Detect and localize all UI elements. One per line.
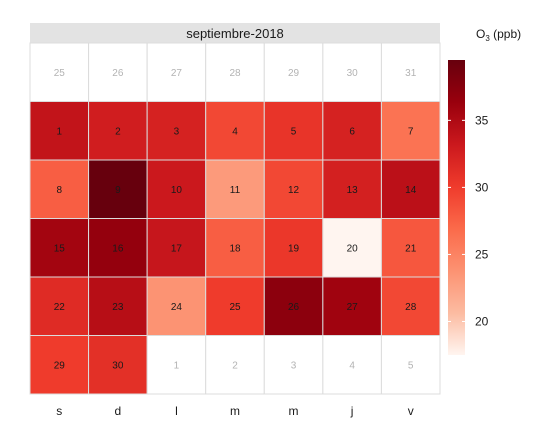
day-label: 27 [171, 68, 183, 79]
day-cell [88, 335, 148, 395]
day-label: 16 [112, 243, 124, 254]
day-cell [146, 335, 207, 395]
day-label: 26 [288, 302, 300, 313]
day-label: 18 [229, 243, 241, 254]
strip-background [30, 23, 440, 43]
strip-title: septiembre-2018 [186, 26, 284, 41]
legend-ticks: 20 25 30 35 [448, 113, 489, 328]
legend-colorbar [448, 60, 465, 355]
day-cell [263, 276, 324, 336]
day-label: 25 [229, 302, 241, 313]
day-cell [322, 218, 382, 278]
calendar-panel: septiembre-2018 25 26 27 28 29 30 311 2 3 4 5 6 78 9 1… [29, 23, 441, 418]
day-label: 8 [56, 185, 62, 196]
day-label: 5 [291, 126, 297, 137]
weekday-label: l [175, 404, 178, 418]
day-cell [29, 335, 90, 395]
day-label: 2 [232, 360, 238, 371]
day-cell [146, 218, 207, 278]
legend-title-unit: (ppb) [490, 27, 521, 41]
weekday-label: d [115, 404, 122, 418]
day-label: 9 [115, 185, 121, 196]
day-cell [380, 42, 441, 102]
legend-title-main: O [476, 27, 485, 41]
day-cell [263, 101, 324, 161]
day-label: 4 [349, 360, 355, 371]
day-label: 3 [291, 360, 297, 371]
day-cell [205, 276, 265, 336]
day-label: 6 [349, 126, 355, 137]
day-label: 25 [54, 68, 66, 79]
day-cell [380, 101, 441, 161]
day-cell [146, 276, 207, 336]
day-cell [29, 159, 90, 219]
day-label: 1 [56, 126, 62, 137]
legend-title: O3 (ppb) [476, 27, 521, 43]
day-label: 5 [408, 360, 414, 371]
day-label: 28 [405, 302, 417, 313]
legend-tick-label: 30 [475, 180, 489, 194]
day-label: 31 [405, 68, 417, 79]
color-legend: O3 (ppb) 20 25 30 35 [448, 27, 521, 355]
weekday-label: m [289, 404, 299, 418]
weekday-label: v [408, 404, 414, 418]
day-cell [380, 159, 441, 219]
legend-tick-label: 35 [475, 113, 489, 127]
day-label: 27 [347, 302, 359, 313]
day-label: 29 [54, 360, 66, 371]
day-cell [205, 101, 265, 161]
day-cell [29, 218, 90, 278]
legend-title-sub: 3 [485, 34, 490, 43]
legend-tick-label: 25 [475, 247, 489, 261]
day-cell [380, 276, 441, 336]
day-cell [263, 159, 324, 219]
day-cell [29, 101, 90, 161]
day-cell [380, 335, 441, 395]
day-cell [322, 276, 382, 336]
day-label: 30 [347, 68, 359, 79]
day-label: 11 [230, 185, 241, 196]
day-label: 13 [347, 185, 359, 196]
day-label: 10 [171, 185, 183, 196]
day-cell [322, 42, 382, 102]
day-label: 2 [115, 126, 121, 137]
day-label: 26 [112, 68, 124, 79]
weekday-label: s [56, 404, 62, 418]
day-label: 22 [54, 302, 66, 313]
day-label: 23 [112, 302, 124, 313]
day-label: 20 [347, 243, 359, 254]
day-label: 14 [405, 185, 417, 196]
day-cell [88, 101, 148, 161]
day-label: 24 [171, 302, 183, 313]
day-cell [205, 159, 265, 219]
day-label: 29 [288, 68, 300, 79]
day-cell [205, 218, 265, 278]
day-label: 7 [408, 126, 414, 137]
day-label: 1 [174, 360, 180, 371]
day-cell [322, 101, 382, 161]
day-cell [29, 276, 90, 336]
day-label: 15 [54, 243, 66, 254]
day-label: 30 [112, 360, 124, 371]
weekday-label: j [350, 404, 354, 418]
day-cell [380, 218, 441, 278]
day-cell [205, 335, 265, 395]
day-cell [322, 335, 382, 395]
day-label: 21 [405, 243, 417, 254]
legend-tick-label: 20 [475, 314, 489, 328]
day-cell [263, 42, 324, 102]
day-label: 3 [174, 126, 180, 137]
day-label: 28 [229, 68, 241, 79]
day-label: 12 [288, 185, 300, 196]
day-label: 17 [171, 243, 183, 254]
day-label: 4 [232, 126, 238, 137]
weekday-label: m [230, 404, 240, 418]
day-label: 19 [288, 243, 300, 254]
